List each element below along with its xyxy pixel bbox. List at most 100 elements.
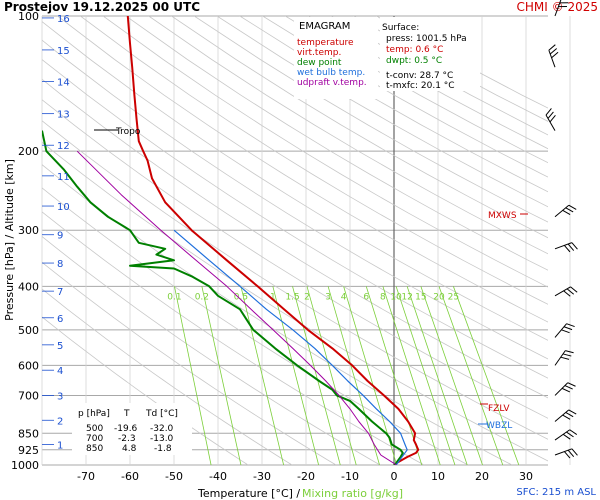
table-row-p: 500: [86, 424, 103, 434]
legend-temperature: temperature: [297, 38, 354, 48]
dry-adiabat-line: [42, 120, 548, 440]
dry-adiabat-line: [42, 236, 381, 465]
table-row-td: -1.8: [154, 444, 172, 454]
wind-barb-flag: [565, 207, 574, 213]
wind-barb-flag: [564, 245, 571, 253]
series-line-temperature: [126, 16, 420, 465]
x-tick-label: -30: [253, 470, 271, 483]
y-tick-label: 200: [18, 145, 39, 158]
wind-barb-flag: [558, 6, 567, 8]
surface-tconv: t-conv: 28.7 °C: [386, 71, 453, 81]
wind-barb-flag: [566, 431, 574, 438]
mixing-ratio-line: [406, 286, 468, 465]
mixing-ratio-label: 25: [448, 292, 459, 302]
y-tick-label: 925: [18, 444, 39, 457]
wind-barb-flag: [551, 51, 559, 59]
altitude-tick-label: 2: [57, 416, 63, 427]
wind-barb-shaft: [554, 382, 569, 396]
table-row-td: -13.0: [150, 434, 174, 444]
mixing-ratio-line: [272, 286, 320, 465]
wind-barb-flag: [565, 350, 574, 354]
mixing-ratio-label: 4: [341, 292, 347, 302]
x-tick-label: -10: [341, 470, 359, 483]
wind-barb-shaft: [554, 409, 570, 422]
legend-virt-temp: virt.temp.: [297, 48, 341, 58]
wind-barb-flag: [568, 204, 577, 210]
x-axis-title-mixing: Mixing ratio [g/kg]: [302, 487, 403, 500]
wind-barb-flag: [563, 326, 573, 331]
altitude-tick-label: 15: [57, 46, 70, 57]
mixing-ratio-label: 1: [270, 292, 276, 302]
surface-dwpt: dwpt: 0.5 °C: [386, 56, 442, 66]
altitude-tick-label: 10: [57, 202, 70, 213]
wind-barb: [554, 0, 569, 17]
wind-barb: [554, 286, 578, 297]
wind-barb: [554, 448, 578, 459]
altitude-tick-label: 6: [57, 314, 63, 325]
altitude-tick-label: 14: [57, 78, 70, 89]
legend-dew-point: dew point: [297, 58, 342, 68]
wind-barb-shaft: [554, 323, 567, 338]
dry-adiabat-line: [125, 16, 548, 271]
mixing-ratio-label: 15: [415, 292, 426, 302]
wind-barb-flag: [569, 429, 578, 435]
x-tick-label: 0: [391, 470, 398, 483]
surface-box: [380, 17, 480, 91]
x-axis-title-temp: Temperature [°C] /: [197, 487, 300, 500]
mixing-ratio-line: [292, 286, 341, 465]
wind-barb: [554, 242, 578, 253]
x-tick-label: -50: [165, 470, 183, 483]
dry-adiabat-line: [42, 187, 469, 465]
legend-wet-bulb: wet bulb temp.: [297, 68, 365, 78]
table-row-t: -2.3: [118, 434, 136, 444]
wind-barb-shaft: [554, 350, 566, 366]
y-tick-label: 1000: [11, 459, 39, 472]
dry-adiabat-line: [42, 164, 513, 465]
table-header-p: p [hPa]: [78, 409, 110, 419]
wind-barb-flag: [547, 111, 554, 119]
dry-adiabat-line: [42, 78, 548, 399]
dry-adiabat-line: [42, 261, 337, 465]
surface-height-label: SFC: 215 m ASL: [516, 487, 596, 498]
wind-barb-flag: [545, 108, 552, 116]
wind-barb: [545, 108, 556, 131]
altitude-tick-label: 9: [57, 231, 63, 242]
y-tick-label: 300: [18, 224, 39, 237]
altitude-tick-label: 7: [57, 287, 63, 298]
table-header-td: Td [°C]: [145, 409, 178, 419]
legend-box: [294, 17, 378, 99]
dry-adiabat-line: [42, 316, 249, 465]
wind-barb-flag: [568, 409, 577, 415]
surface-press: press: 1001.5 hPa: [386, 34, 467, 44]
wind-barb-shaft: [545, 114, 556, 131]
wind-barb: [554, 409, 577, 422]
dry-adiabat-line: [42, 99, 548, 419]
series-line-udpraft-v-temp: [76, 150, 397, 465]
altitude-tick-label: 4: [57, 366, 63, 377]
dry-adiabat-line: [171, 16, 548, 239]
y-tick-label: 700: [18, 389, 39, 402]
wind-barb-flag: [549, 48, 558, 55]
wind-barb-flag: [564, 385, 573, 390]
mixing-ratio-label: 1.5: [285, 292, 299, 302]
mixing-ratio-line: [201, 286, 242, 465]
wind-barb-flag: [567, 382, 576, 387]
wind-barb-flag: [567, 243, 575, 251]
mixing-ratio-line: [382, 286, 441, 465]
legend-updraft: udpraft v.temp.: [297, 78, 367, 88]
dry-adiabat-line: [102, 16, 548, 288]
wind-barb: [554, 204, 577, 218]
y-tick-label: 850: [18, 427, 39, 440]
mixing-ratio-label: 0.5: [234, 292, 248, 302]
x-tick-label: -60: [121, 470, 139, 483]
altitude-tick-label: 8: [57, 259, 63, 270]
altitude-tick-label: 1: [57, 440, 63, 451]
altitude-tick-label: 12: [57, 141, 70, 152]
table-row-p: 700: [86, 434, 103, 444]
wind-barb-flag: [567, 449, 575, 458]
x-tick-label: 10: [431, 470, 445, 483]
table-row-p: 850: [86, 444, 103, 454]
x-tick-label: -20: [297, 470, 315, 483]
wbzl-label: WBZL: [486, 421, 512, 431]
fzlv-label: FZLV: [488, 404, 510, 414]
